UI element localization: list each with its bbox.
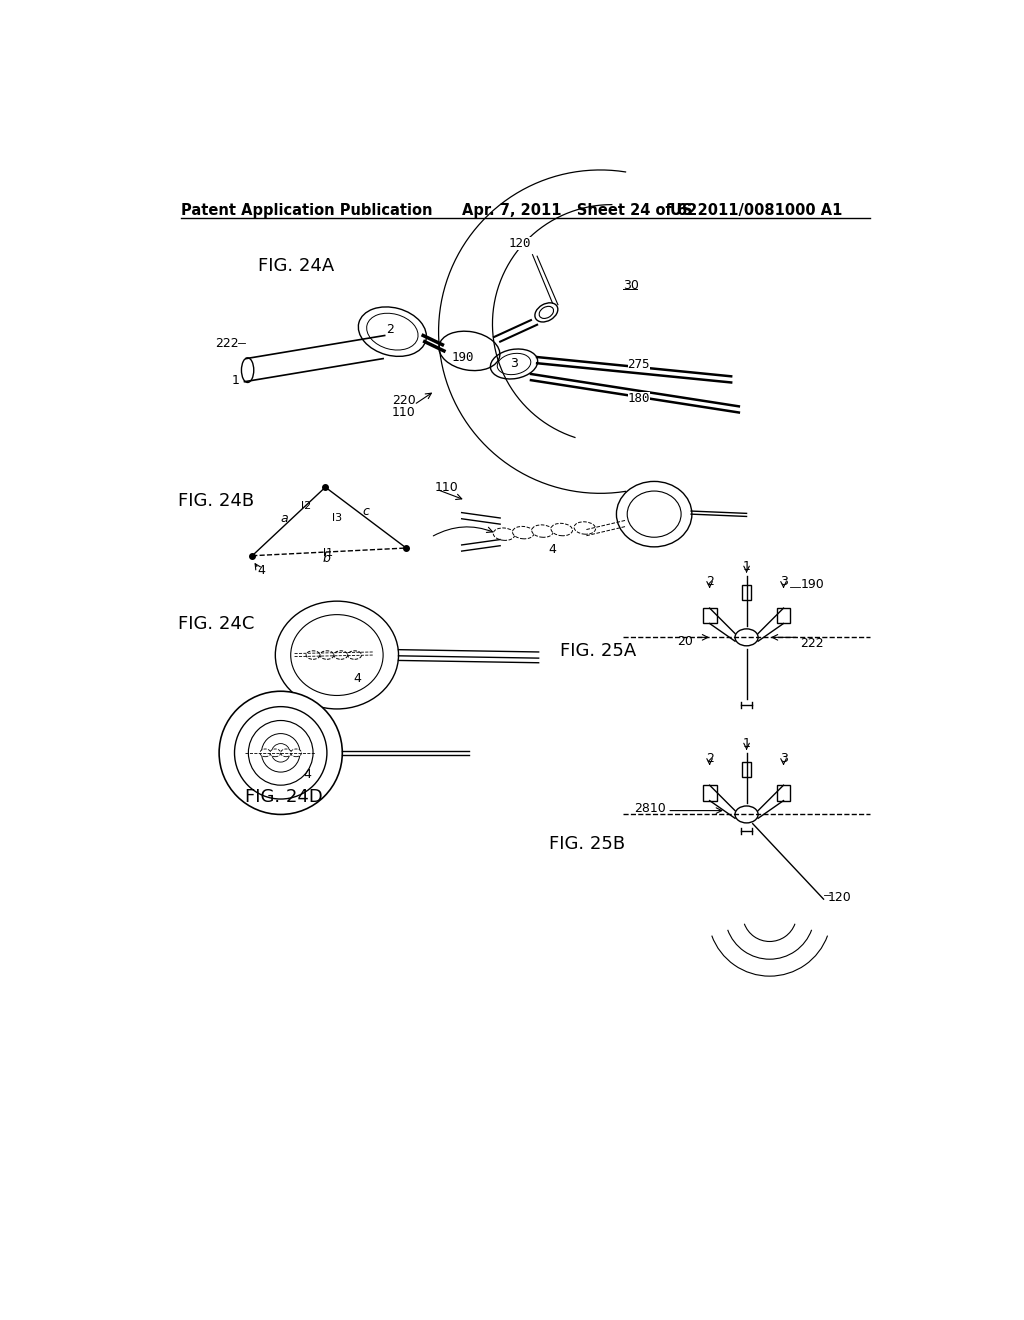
Text: FIG. 24B: FIG. 24B	[178, 492, 254, 510]
Ellipse shape	[551, 523, 572, 536]
Text: 190: 190	[801, 578, 824, 591]
Text: 20: 20	[677, 635, 692, 648]
Ellipse shape	[281, 748, 292, 756]
Text: FIG. 24D: FIG. 24D	[245, 788, 323, 807]
Text: 110: 110	[435, 480, 459, 494]
FancyBboxPatch shape	[742, 585, 752, 601]
Text: Apr. 7, 2011   Sheet 24 of 62: Apr. 7, 2011 Sheet 24 of 62	[462, 203, 697, 218]
Text: 180: 180	[628, 392, 650, 405]
Text: FIG. 25B: FIG. 25B	[549, 834, 625, 853]
Ellipse shape	[249, 721, 313, 785]
FancyBboxPatch shape	[776, 785, 791, 800]
Ellipse shape	[270, 748, 281, 756]
Ellipse shape	[512, 527, 534, 539]
Text: 222: 222	[215, 337, 239, 350]
Text: 120: 120	[827, 891, 851, 904]
Ellipse shape	[334, 651, 348, 659]
Ellipse shape	[494, 528, 515, 540]
Text: 4: 4	[353, 672, 361, 685]
Text: 2: 2	[386, 323, 394, 335]
Ellipse shape	[234, 706, 327, 799]
Text: 275: 275	[628, 358, 650, 371]
Text: 120: 120	[508, 236, 530, 249]
Text: 1: 1	[742, 737, 751, 750]
Text: 3: 3	[779, 752, 787, 766]
Text: Patent Application Publication: Patent Application Publication	[180, 203, 432, 218]
FancyBboxPatch shape	[742, 762, 752, 777]
Text: b: b	[323, 552, 331, 565]
Ellipse shape	[219, 692, 342, 814]
Ellipse shape	[291, 615, 383, 696]
Ellipse shape	[348, 651, 361, 659]
Text: 3: 3	[510, 358, 518, 371]
Text: l2: l2	[301, 502, 311, 511]
Text: c: c	[361, 504, 369, 517]
Ellipse shape	[291, 748, 301, 756]
Ellipse shape	[261, 734, 300, 772]
Ellipse shape	[616, 482, 692, 546]
Ellipse shape	[319, 651, 334, 659]
Text: 30: 30	[624, 279, 639, 292]
Text: 4: 4	[257, 564, 265, 577]
Text: 2: 2	[706, 576, 714, 589]
Text: a: a	[281, 512, 289, 525]
Text: 1: 1	[742, 560, 751, 573]
Text: 3: 3	[779, 576, 787, 589]
Text: FIG. 25A: FIG. 25A	[560, 643, 637, 660]
Ellipse shape	[306, 651, 319, 659]
Text: l3: l3	[332, 513, 342, 523]
Text: US 2011/0081000 A1: US 2011/0081000 A1	[670, 203, 842, 218]
Ellipse shape	[275, 601, 398, 709]
Text: 220: 220	[392, 395, 416, 408]
Text: FIG. 24A: FIG. 24A	[258, 257, 334, 275]
FancyBboxPatch shape	[702, 609, 717, 623]
Ellipse shape	[260, 748, 270, 756]
Text: 2: 2	[706, 752, 714, 766]
Ellipse shape	[531, 525, 553, 537]
FancyBboxPatch shape	[776, 609, 791, 623]
Text: 222: 222	[801, 638, 824, 649]
Ellipse shape	[735, 628, 758, 645]
Ellipse shape	[574, 521, 596, 535]
Text: FIG. 24C: FIG. 24C	[178, 615, 255, 634]
Text: l1: l1	[323, 548, 333, 558]
Text: 4: 4	[549, 543, 556, 556]
FancyBboxPatch shape	[702, 785, 717, 800]
Text: 4: 4	[304, 768, 311, 781]
Ellipse shape	[271, 743, 290, 762]
Ellipse shape	[242, 358, 254, 383]
Text: 2810: 2810	[634, 801, 666, 814]
Text: 1: 1	[231, 374, 240, 387]
Ellipse shape	[628, 491, 681, 537]
Ellipse shape	[735, 807, 758, 822]
Text: 190: 190	[452, 351, 474, 363]
Text: 110: 110	[392, 407, 416, 418]
